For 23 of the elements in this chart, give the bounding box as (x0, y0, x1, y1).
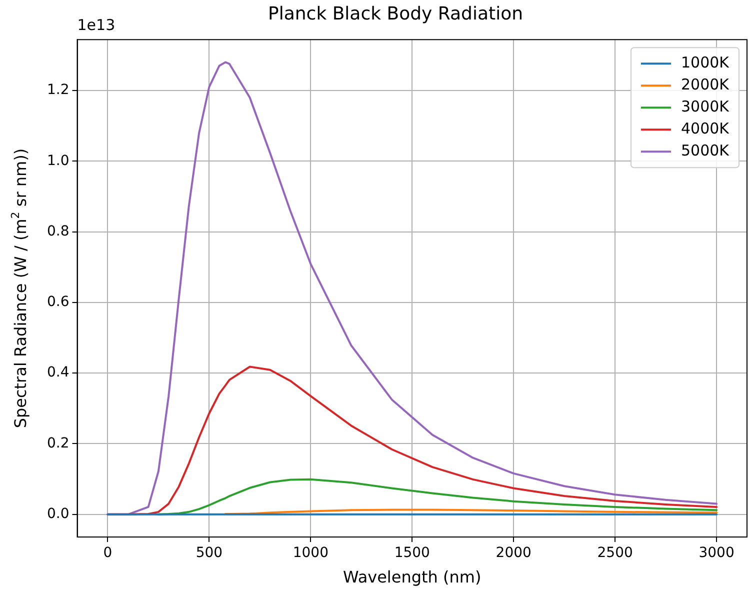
y-tick-label: 0.0 (47, 506, 70, 522)
x-tick-label: 2500 (597, 545, 633, 562)
y-tick-label: 1.0 (47, 152, 70, 169)
y-tick-label: 1.2 (47, 82, 70, 98)
legend-label: 3000K (680, 97, 730, 116)
x-axis-title: Wavelength (nm) (343, 568, 482, 587)
legend-label: 5000K (680, 141, 730, 160)
chart-title: Planck Black Body Radiation (268, 3, 523, 24)
legend-label: 2000K (680, 75, 730, 94)
x-tick-label: 1500 (394, 545, 430, 562)
legend-label: 1000K (680, 53, 730, 72)
x-tick-label: 3000 (698, 545, 734, 562)
text: 1e13 (77, 16, 116, 34)
y-axis-title: Spectral Radiance (W / (m2 sr nm)) (8, 148, 30, 428)
x-tick-label: 500 (196, 545, 223, 562)
y-tick-label: 0.8 (47, 223, 70, 240)
x-tick-label: 0 (103, 545, 112, 562)
y-tick-label: 0.4 (47, 364, 70, 381)
y-tick-label: 0.6 (47, 294, 70, 310)
x-tick-label: 1000 (292, 545, 328, 562)
x-tick-label: 2000 (496, 545, 532, 562)
legend-label: 4000K (680, 119, 730, 138)
y-tick-label: 0.2 (47, 435, 70, 452)
